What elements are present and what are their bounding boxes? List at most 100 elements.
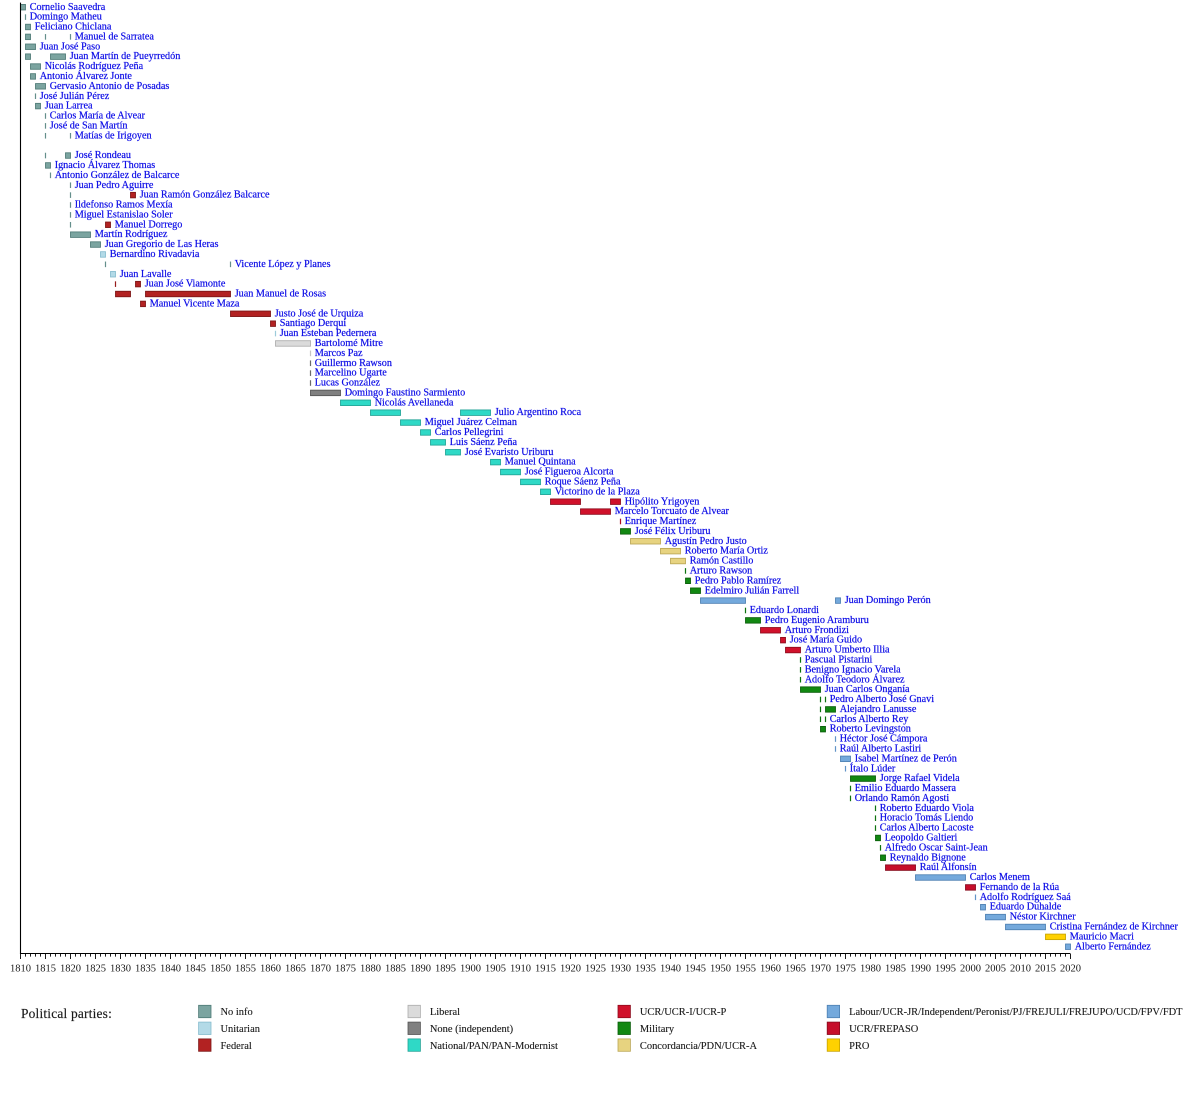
svg-text:Pedro Eugenio Aramburu: Pedro Eugenio Aramburu	[765, 615, 869, 626]
svg-text:1960: 1960	[760, 964, 781, 975]
svg-text:1860: 1860	[260, 964, 281, 975]
svg-text:Manuel Dorrego: Manuel Dorrego	[115, 219, 183, 230]
svg-text:Horacio Tomás Liendo: Horacio Tomás Liendo	[880, 813, 974, 824]
svg-text:Liberal: Liberal	[430, 1007, 460, 1018]
svg-text:1955: 1955	[735, 964, 756, 975]
svg-text:Cornelio Saavedra: Cornelio Saavedra	[30, 2, 106, 13]
svg-text:Adolfo Rodríguez Saá: Adolfo Rodríguez Saá	[980, 892, 1072, 903]
svg-text:Eduardo Duhalde: Eduardo Duhalde	[990, 902, 1062, 913]
svg-text:Ignacio Álvarez Thomas: Ignacio Álvarez Thomas	[55, 159, 156, 171]
svg-text:Héctor José Cámpora: Héctor José Cámpora	[840, 734, 928, 745]
svg-text:Leopoldo Galtieri: Leopoldo Galtieri	[885, 833, 958, 844]
svg-text:Roberto María Ortiz: Roberto María Ortiz	[685, 546, 769, 557]
svg-text:José Rondeau: José Rondeau	[75, 150, 131, 161]
svg-text:Alberto Fernández: Alberto Fernández	[1075, 941, 1152, 952]
svg-text:1945: 1945	[685, 964, 706, 975]
svg-text:Juan Gregorio de Las Heras: Juan Gregorio de Las Heras	[105, 239, 219, 250]
svg-text:1880: 1880	[360, 964, 381, 975]
svg-text:UCR/FREPASO: UCR/FREPASO	[849, 1024, 919, 1035]
svg-text:1985: 1985	[885, 964, 906, 975]
svg-text:1970: 1970	[810, 964, 831, 975]
svg-text:Unitarian: Unitarian	[221, 1024, 261, 1035]
svg-text:Luis Sáenz Peña: Luis Sáenz Peña	[450, 437, 518, 448]
svg-text:Adolfo Teodoro Álvarez: Adolfo Teodoro Álvarez	[805, 673, 905, 685]
svg-text:Cristina Fernández de Kirchner: Cristina Fernández de Kirchner	[1050, 922, 1179, 933]
svg-text:1950: 1950	[710, 964, 731, 975]
svg-text:Juan José Paso: Juan José Paso	[40, 41, 101, 52]
svg-text:1975: 1975	[835, 964, 856, 975]
svg-text:No info: No info	[221, 1007, 253, 1018]
svg-text:Eduardo Lonardi: Eduardo Lonardi	[750, 605, 819, 616]
svg-text:José Félix Uriburu: José Félix Uriburu	[635, 526, 711, 537]
svg-text:Nicolás Rodríguez Peña: Nicolás Rodríguez Peña	[45, 61, 144, 72]
svg-text:1875: 1875	[335, 964, 356, 975]
svg-text:Roque Sáenz Peña: Roque Sáenz Peña	[545, 476, 621, 487]
svg-text:Labour/UCR-JR/Independent/Pero: Labour/UCR-JR/Independent/Peronist/PJ/FR…	[849, 1007, 1183, 1018]
svg-text:2020: 2020	[1060, 964, 1081, 975]
svg-text:Roberto Eduardo Viola: Roberto Eduardo Viola	[880, 803, 975, 814]
svg-text:Marcos Paz: Marcos Paz	[315, 348, 363, 359]
svg-text:Juan Pedro Aguirre: Juan Pedro Aguirre	[75, 180, 154, 191]
svg-text:Hipólito Yrigoyen: Hipólito Yrigoyen	[625, 496, 700, 507]
svg-text:1870: 1870	[310, 964, 331, 975]
svg-text:1980: 1980	[860, 964, 881, 975]
svg-text:1835: 1835	[135, 964, 156, 975]
svg-text:1890: 1890	[410, 964, 431, 975]
svg-text:Ildefonso Ramos Mexía: Ildefonso Ramos Mexía	[75, 200, 173, 211]
svg-text:Lucas González: Lucas González	[315, 378, 381, 389]
svg-text:Manuel Quintana: Manuel Quintana	[505, 457, 576, 468]
svg-text:Manuel de Sarratea: Manuel de Sarratea	[75, 31, 155, 42]
svg-text:1850: 1850	[210, 964, 231, 975]
svg-text:1845: 1845	[185, 964, 206, 975]
svg-text:Carlos Alberto Rey: Carlos Alberto Rey	[830, 714, 910, 725]
svg-text:2005: 2005	[985, 964, 1006, 975]
svg-text:1895: 1895	[435, 964, 456, 975]
svg-text:1920: 1920	[560, 964, 581, 975]
svg-text:1910: 1910	[510, 964, 531, 975]
svg-text:Carlos Menem: Carlos Menem	[970, 872, 1030, 883]
svg-text:UCR/UCR-I/UCR-P: UCR/UCR-I/UCR-P	[640, 1007, 727, 1018]
svg-text:1905: 1905	[485, 964, 506, 975]
svg-text:Santiago Derqui: Santiago Derqui	[280, 318, 347, 329]
svg-text:National/PAN/PAN-Modernist: National/PAN/PAN-Modernist	[430, 1041, 558, 1052]
svg-text:Bernardino Rivadavia: Bernardino Rivadavia	[110, 249, 200, 260]
svg-text:1825: 1825	[85, 964, 106, 975]
svg-text:1940: 1940	[660, 964, 681, 975]
svg-text:Ramón Castillo: Ramón Castillo	[690, 556, 754, 567]
svg-text:José Julián Pérez: José Julián Pérez	[40, 91, 110, 102]
svg-text:Benigno Ignacio Varela: Benigno Ignacio Varela	[805, 664, 901, 675]
svg-text:Domingo Faustino Sarmiento: Domingo Faustino Sarmiento	[345, 387, 466, 398]
svg-text:1885: 1885	[385, 964, 406, 975]
svg-text:Federal: Federal	[221, 1041, 252, 1052]
svg-text:Military: Military	[640, 1024, 675, 1035]
svg-text:Victorino de la Plaza: Victorino de la Plaza	[555, 486, 641, 497]
svg-text:Juan Domingo Perón: Juan Domingo Perón	[845, 595, 931, 606]
svg-text:Alejandro Lanusse: Alejandro Lanusse	[840, 704, 917, 715]
svg-text:Pedro Pablo Ramírez: Pedro Pablo Ramírez	[695, 575, 782, 586]
svg-text:1815: 1815	[35, 964, 56, 975]
svg-text:Miguel Estanislao Soler: Miguel Estanislao Soler	[75, 209, 174, 220]
svg-text:Juan Ramón González Balcarce: Juan Ramón González Balcarce	[140, 190, 270, 201]
svg-text:Manuel Vicente Maza: Manuel Vicente Maza	[150, 298, 240, 309]
svg-text:Nicolás Avellaneda: Nicolás Avellaneda	[375, 397, 454, 408]
svg-text:1810: 1810	[10, 964, 31, 975]
svg-text:1855: 1855	[235, 964, 256, 975]
svg-text:José Evaristo Uriburu: José Evaristo Uriburu	[465, 447, 554, 458]
svg-text:Bartolomé Mitre: Bartolomé Mitre	[315, 338, 384, 349]
svg-text:Raúl Alfonsín: Raúl Alfonsín	[920, 862, 977, 873]
svg-text:Reynaldo Bignone: Reynaldo Bignone	[890, 852, 967, 863]
svg-text:Marcelino Ugarte: Marcelino Ugarte	[315, 368, 388, 379]
svg-text:2015: 2015	[1035, 964, 1056, 975]
svg-text:Orlando Ramón Agosti: Orlando Ramón Agosti	[855, 793, 950, 804]
svg-text:Ítalo Lúder: Ítalo Lúder	[850, 762, 896, 774]
svg-text:José Figueroa Alcorta: José Figueroa Alcorta	[525, 467, 614, 478]
svg-text:Antonio Álvarez Jonte: Antonio Álvarez Jonte	[40, 70, 133, 82]
svg-text:1830: 1830	[110, 964, 131, 975]
svg-text:Juan Esteban Pedernera: Juan Esteban Pedernera	[280, 328, 377, 339]
svg-text:1990: 1990	[910, 964, 931, 975]
svg-text:Marcelo Torcuato de Alvear: Marcelo Torcuato de Alvear	[615, 506, 730, 517]
svg-text:PRO: PRO	[849, 1041, 870, 1052]
svg-text:Roberto Levingston: Roberto Levingston	[830, 724, 911, 735]
svg-text:Guillermo Rawson: Guillermo Rawson	[315, 358, 392, 369]
svg-text:1865: 1865	[285, 964, 306, 975]
